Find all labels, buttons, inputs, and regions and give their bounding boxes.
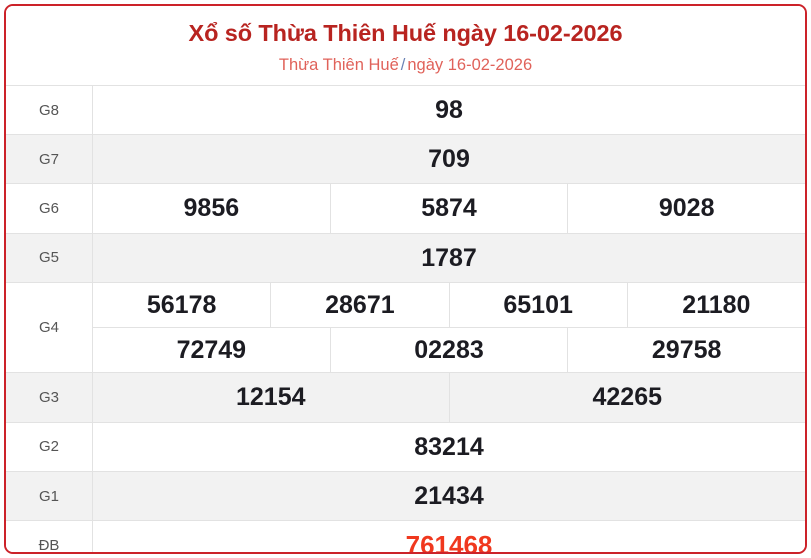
subtitle-date: ngày 16-02-2026 [407,56,533,75]
prize-number: 1787 [421,243,477,272]
prize-values: 1787 [93,233,806,282]
prize-values: 21434 [93,471,806,520]
table-row: G6 9856 5874 9028 [6,183,806,234]
prize-label: G5 [6,233,93,283]
card-header: Xổ số Thừa Thiên Huế ngày 16-02-2026 Thừ… [6,6,805,85]
prize-value-line: 12154 42265 [93,373,805,422]
prize-values: 56178 28671 65101 21180 72749 02283 29758 [93,282,805,373]
card-subtitle: Thừa Thiên Huế / ngày 16-02-2026 [16,56,795,75]
prize-number: 56178 [93,282,272,328]
prize-number: 42265 [592,383,663,412]
prize-value-line: 9856 5874 9028 [93,184,805,233]
prize-number: 9028 [658,194,715,223]
page-title: Xổ số Thừa Thiên Huế ngày 16-02-2026 [188,20,623,46]
prize-table-body: G8 98 G7 709 G6 9856 5874 9028 G5 1787 G4 56178 2867… [6,85,806,554]
prize-number: 98 [435,95,463,124]
prize-number: 72749 [93,328,331,373]
prize-label: G8 [6,85,93,135]
table-row: ĐB 761468 [6,520,806,554]
prize-value-line: 56178 28671 65101 21180 [93,282,805,328]
prize-label: G2 [6,422,93,472]
prize-values: 83214 [93,422,806,471]
prize-number: 709 [428,145,470,174]
prize-number: 12154 [93,373,450,422]
subtitle-separator: / [400,56,406,75]
prize-value-line: 98 [93,86,805,134]
prize-number: 9856 [93,184,331,233]
prize-values: 98 [93,85,806,134]
prize-number: 29758 [651,336,722,365]
prize-label: G6 [6,183,93,234]
prize-label: G3 [6,372,93,423]
table-row: G1 21434 [6,471,806,521]
table-row: G2 83214 [6,422,806,472]
prize-values: 12154 42265 [93,373,806,422]
prize-number: 5874 [331,184,569,233]
prize-value-line: 83214 [93,423,805,471]
prize-label: G1 [6,471,93,521]
table-row: G7 709 [6,134,806,184]
table-row: G4 56178 28671 65101 21180 72749 02283 29758 [6,282,805,373]
prize-number: 65101 [450,282,628,328]
table-row: G3 12154 42265 [6,372,806,423]
prize-value-line: 709 [93,135,805,183]
prize-values: 761468 [93,521,806,554]
prize-number: 21434 [414,481,484,510]
prize-values: 9856 5874 9028 [93,184,806,233]
table-row: G5 1787 [6,233,806,283]
prize-value-line: 1787 [93,234,805,282]
prize-values: 709 [93,135,806,184]
prize-label: ĐB [6,520,93,552]
lottery-result-card: Xổ số Thừa Thiên Huế ngày 16-02-2026 Thừ… [4,4,807,554]
prize-label: G4 [6,282,93,373]
prize-value-line: 761468 [93,521,805,554]
subtitle-region: Thừa Thiên Huế [278,56,399,75]
prize-number: 02283 [331,328,569,373]
prize-number: 28671 [271,282,450,328]
prize-number: 21180 [682,290,751,319]
special-prize-number: 761468 [405,530,493,554]
prize-table: G8 98 G7 709 G6 9856 5874 9028 G5 1787 G4 56178 2867… [6,85,806,554]
prize-value-line: 21434 [93,472,805,520]
prize-number: 83214 [414,432,484,461]
prize-label: G7 [6,134,93,184]
table-row: G8 98 [6,85,806,135]
prize-value-line: 72749 02283 29758 [93,327,805,373]
